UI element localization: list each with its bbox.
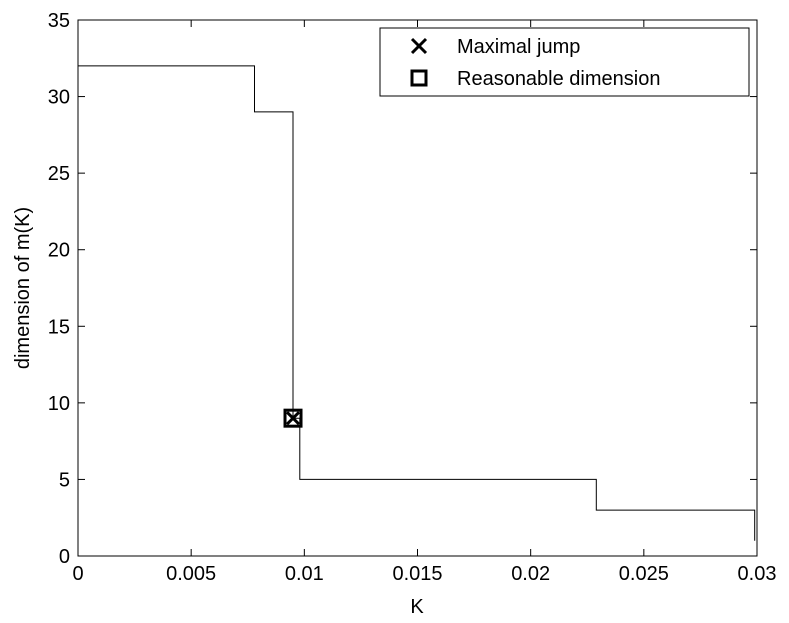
legend-square-marker-icon xyxy=(410,69,428,87)
legend-x-marker-icon xyxy=(410,37,428,55)
legend-label-maximal-jump: Maximal jump xyxy=(457,36,580,58)
y-tick-label: 5 xyxy=(59,469,70,491)
y-tick-label: 15 xyxy=(48,316,70,338)
legend-label-reasonable-dimension: Reasonable dimension xyxy=(457,68,660,90)
maximal-jump-marker xyxy=(285,411,301,426)
x-tick-label: 0.03 xyxy=(738,563,777,585)
y-tick-label: 30 xyxy=(48,87,70,109)
x-tick-label: 0 xyxy=(72,563,83,585)
y-tick-label: 25 xyxy=(48,163,70,185)
x-tick-label: 0.005 xyxy=(166,563,216,585)
legend-box xyxy=(379,27,750,97)
legend: Maximal jump Reasonable dimension xyxy=(379,27,750,97)
y-axis-label: dimension of m(K) xyxy=(12,207,34,369)
plot-area xyxy=(77,19,758,557)
y-tick-label: 35 xyxy=(48,10,70,32)
x-tick-label: 0.015 xyxy=(392,563,442,585)
y-tick-label: 20 xyxy=(48,240,70,262)
x-axis-label: K xyxy=(410,596,424,618)
x-tick-label: 0.025 xyxy=(619,563,669,585)
x-tick-label: 0.01 xyxy=(285,563,324,585)
markers xyxy=(283,408,303,428)
y-tick-label: 10 xyxy=(48,393,70,415)
x-tick-label: 0.02 xyxy=(511,563,550,585)
x-axis: 0 0.005 0.01 0.015 0.02 0.025 0.03 xyxy=(72,20,776,585)
reasonable-dimension-marker xyxy=(283,408,303,428)
y-tick-label: 0 xyxy=(59,546,70,568)
y-axis: 0 5 10 15 20 25 30 35 xyxy=(48,10,757,568)
